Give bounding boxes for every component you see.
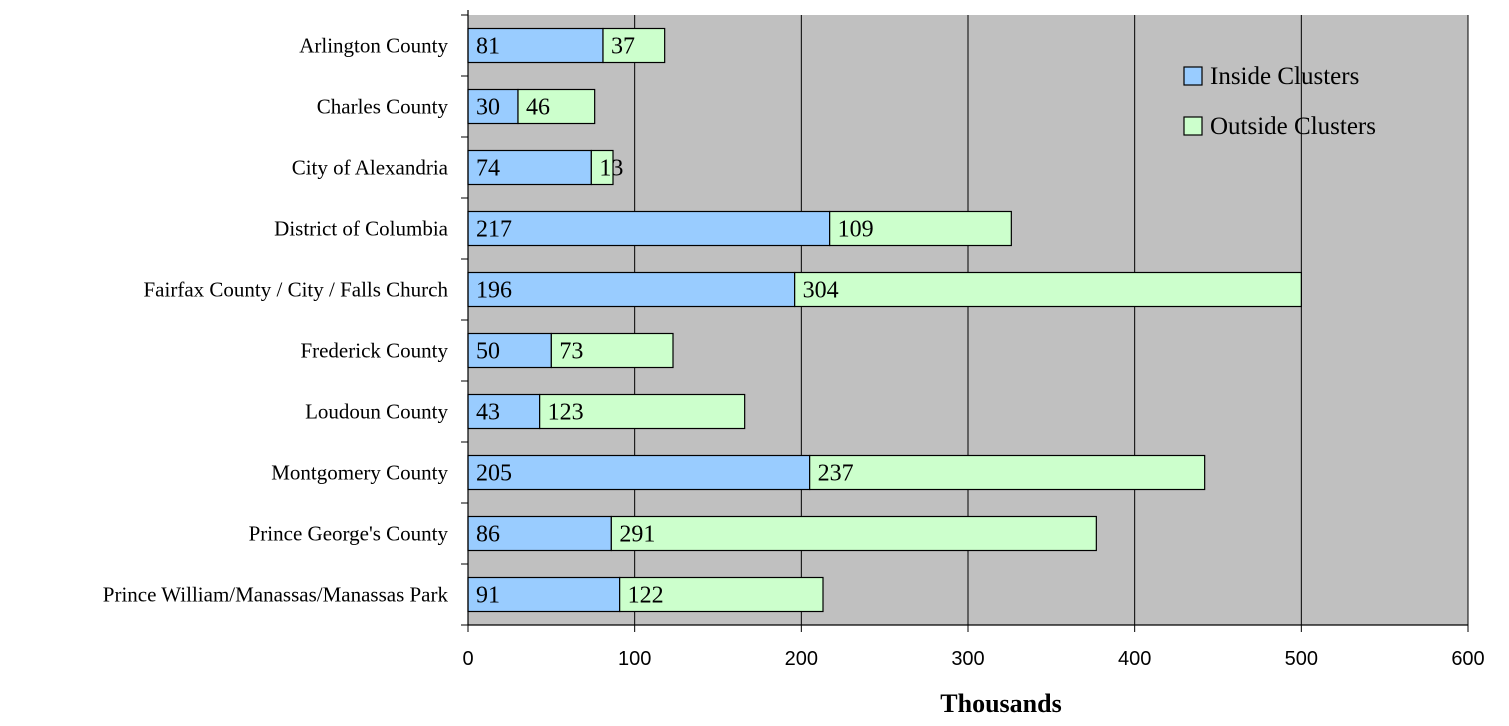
bar-value-label: 217 xyxy=(476,217,512,243)
bar-value-label: 123 xyxy=(548,400,584,426)
x-tick-label: 200 xyxy=(785,648,818,670)
bar-inside-3 xyxy=(467,210,831,247)
bar-outside-5 xyxy=(550,332,674,369)
bar-value-label: 81 xyxy=(476,34,500,60)
category-label: Loudoun County xyxy=(305,400,448,424)
x-tick-label: 0 xyxy=(462,648,473,670)
legend-swatch-inside xyxy=(1183,66,1203,86)
bar-outside-6 xyxy=(539,393,746,430)
x-tick-label: 600 xyxy=(1451,648,1484,670)
x-axis-title: Thousands xyxy=(940,689,1061,718)
bar-value-label: 74 xyxy=(476,156,500,182)
category-labels: Arlington County Charles County City of Al… xyxy=(103,34,449,607)
bar-value-label: 13 xyxy=(599,156,623,182)
bar-outside-7 xyxy=(809,454,1206,491)
bar-value-label: 122 xyxy=(628,583,664,609)
x-tick-label: 100 xyxy=(618,648,651,670)
bar-outside-0 xyxy=(602,27,666,64)
bar-value-label: 304 xyxy=(803,278,839,304)
category-label: Fairfax County / City / Falls Church xyxy=(144,278,449,302)
bar-value-label: 291 xyxy=(619,522,655,548)
legend: Inside Clusters Outside Clusters xyxy=(1183,63,1376,140)
category-label: Charles County xyxy=(317,95,449,119)
bar-outside-2 xyxy=(590,149,614,186)
category-label: Prince William/Manassas/Manassas Park xyxy=(103,583,449,607)
bar-inside-7 xyxy=(467,454,811,491)
bar-outside-8 xyxy=(610,515,1097,552)
bar-inside-8 xyxy=(467,515,612,552)
bar-value-label: 237 xyxy=(818,461,854,487)
bar-inside-1 xyxy=(467,88,519,125)
bar-value-label: 205 xyxy=(476,461,512,487)
x-tick-label: 400 xyxy=(1118,648,1151,670)
bar-value-label: 30 xyxy=(476,95,500,121)
bar-value-label: 46 xyxy=(526,95,550,121)
bar-value-label: 91 xyxy=(476,583,500,609)
category-label: District of Columbia xyxy=(274,217,448,241)
x-tick-labels: 0 100 200 300 400 500 600 xyxy=(462,648,1484,670)
bar-value-label: 196 xyxy=(476,278,512,304)
bar-value-label: 109 xyxy=(838,217,874,243)
axes xyxy=(461,10,1469,632)
legend-label-outside: Outside Clusters xyxy=(1210,113,1376,140)
bar-value-label: 86 xyxy=(476,522,500,548)
bar-outside-3 xyxy=(829,210,1012,247)
category-label: Montgomery County xyxy=(271,461,448,485)
bar-inside-2 xyxy=(467,149,592,186)
bar-inside-6 xyxy=(467,393,541,430)
bar-outside-9 xyxy=(619,576,824,613)
bar-outside-4 xyxy=(794,271,1302,308)
x-tick-label: 500 xyxy=(1285,648,1318,670)
legend-label-inside: Inside Clusters xyxy=(1210,63,1359,90)
bar-outside-1 xyxy=(517,88,596,125)
x-tick-label: 300 xyxy=(951,648,984,670)
category-label: Prince George's County xyxy=(249,522,449,546)
category-label: Arlington County xyxy=(299,34,448,58)
bar-value-label: 73 xyxy=(559,339,583,365)
bar-value-label: 43 xyxy=(476,400,500,426)
bar-value-label: 50 xyxy=(476,339,500,365)
category-label: City of Alexandria xyxy=(292,156,449,180)
bar-inside-4 xyxy=(467,271,796,308)
legend-swatch-outside xyxy=(1183,116,1203,136)
bar-inside-9 xyxy=(467,576,621,613)
category-label: Frederick County xyxy=(300,339,448,363)
bar-value-label: 37 xyxy=(611,34,635,60)
gridlines xyxy=(634,15,1469,625)
bars: 81 37 30 46 74 13 217 109 196 304 50 73 43 123 205 237 8… xyxy=(467,27,1302,613)
